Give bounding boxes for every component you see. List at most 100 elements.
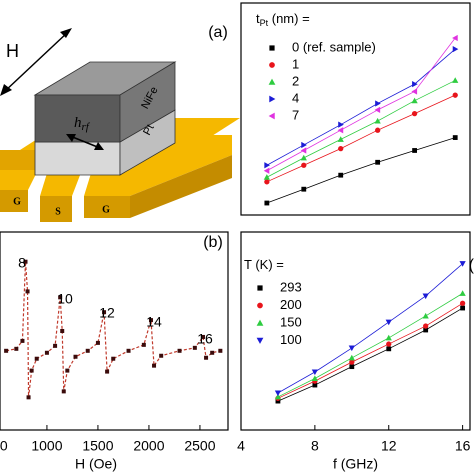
marker	[459, 290, 466, 296]
legend-title-rest: (nm) =	[268, 11, 310, 26]
marker	[300, 147, 307, 154]
fit-line	[277, 307, 463, 402]
data-line	[6, 261, 221, 398]
peak-label: 8	[18, 255, 26, 271]
marker	[423, 327, 429, 333]
data-point	[192, 345, 197, 350]
marker	[338, 121, 344, 128]
marker	[452, 92, 458, 98]
fit-line	[277, 302, 463, 399]
pad-g1-front	[0, 190, 28, 212]
marker	[349, 359, 355, 365]
marker	[264, 200, 270, 206]
marker	[452, 135, 458, 140]
nife-side	[119, 61, 176, 143]
x-tick-label: 8	[311, 438, 319, 454]
fit-line	[266, 94, 456, 183]
data-point	[58, 295, 63, 300]
marker	[386, 346, 392, 352]
legend-marker	[257, 302, 263, 309]
marker	[460, 305, 466, 311]
legend-marker	[268, 112, 275, 120]
marker	[275, 398, 281, 404]
arrow-head	[60, 28, 72, 38]
x-tick-label: 2500	[184, 438, 215, 454]
marker	[374, 117, 381, 124]
data-point	[14, 346, 19, 351]
plot-frame	[240, 2, 471, 216]
marker	[263, 174, 270, 180]
field-arrow	[3, 31, 69, 93]
marker	[452, 45, 459, 53]
legend-label: 0 (ref. sample)	[292, 39, 376, 54]
marker	[459, 300, 466, 306]
marker	[411, 97, 418, 104]
data-point	[141, 342, 146, 347]
panel: 4 8 12 16 f (GHz) (c) 293 200 150 100 T (K) =	[237, 231, 474, 472]
data-point	[148, 318, 153, 323]
data-point	[102, 310, 107, 315]
arrow-head	[66, 134, 76, 142]
pad-g1	[0, 170, 38, 190]
marker	[374, 106, 381, 114]
plot-frame	[240, 231, 471, 431]
data-point	[73, 354, 78, 359]
data-point	[105, 369, 110, 374]
marker	[349, 364, 355, 370]
rf-base: h	[74, 115, 82, 131]
marker	[411, 88, 418, 95]
marker	[422, 312, 429, 319]
legend-label: 200	[280, 297, 302, 312]
marker	[311, 369, 318, 376]
marker	[301, 186, 307, 192]
marker	[274, 390, 282, 397]
marker	[348, 345, 355, 352]
legend-marker	[269, 95, 276, 103]
pad-label: S	[55, 206, 61, 217]
marker	[423, 323, 429, 329]
marker	[311, 375, 318, 382]
peak-label: 12	[99, 305, 115, 321]
legend-marker	[269, 62, 275, 68]
pt-label: Pt	[141, 123, 156, 138]
legend-marker	[256, 319, 264, 326]
marker	[337, 127, 344, 134]
marker	[338, 172, 344, 178]
data-point	[95, 340, 100, 345]
marker	[452, 34, 458, 42]
plot-frame	[0, 231, 229, 431]
data-point	[210, 350, 215, 355]
data-point	[85, 348, 90, 353]
peak-label: 14	[146, 314, 162, 330]
marker	[348, 354, 355, 361]
pad-s-front	[40, 196, 72, 222]
marker	[386, 341, 392, 347]
data-point	[20, 338, 25, 343]
pad-s	[40, 170, 82, 196]
data-point	[204, 355, 209, 360]
legend-label: 4	[292, 90, 299, 105]
marker	[459, 261, 466, 267]
data-point	[53, 343, 58, 348]
rf-arrow	[69, 135, 101, 149]
marker	[375, 127, 381, 133]
pad-label: G	[102, 204, 110, 215]
arrow-head	[94, 142, 104, 150]
peak-label: 10	[57, 291, 73, 307]
pt-front	[34, 141, 121, 176]
data-point	[126, 348, 131, 353]
data-point	[4, 348, 9, 353]
data-point	[218, 348, 223, 353]
data-point	[65, 368, 70, 373]
data-point	[201, 334, 206, 339]
legend-label: 7	[292, 107, 299, 122]
pad-label: G	[13, 196, 21, 207]
legend-title: T (K) =	[244, 257, 284, 272]
arrow-head	[0, 84, 12, 96]
marker	[300, 154, 307, 161]
x-tick-label: 2000	[133, 438, 164, 454]
marker	[301, 141, 307, 149]
marker	[412, 80, 418, 88]
pad-g2-side	[130, 155, 232, 218]
